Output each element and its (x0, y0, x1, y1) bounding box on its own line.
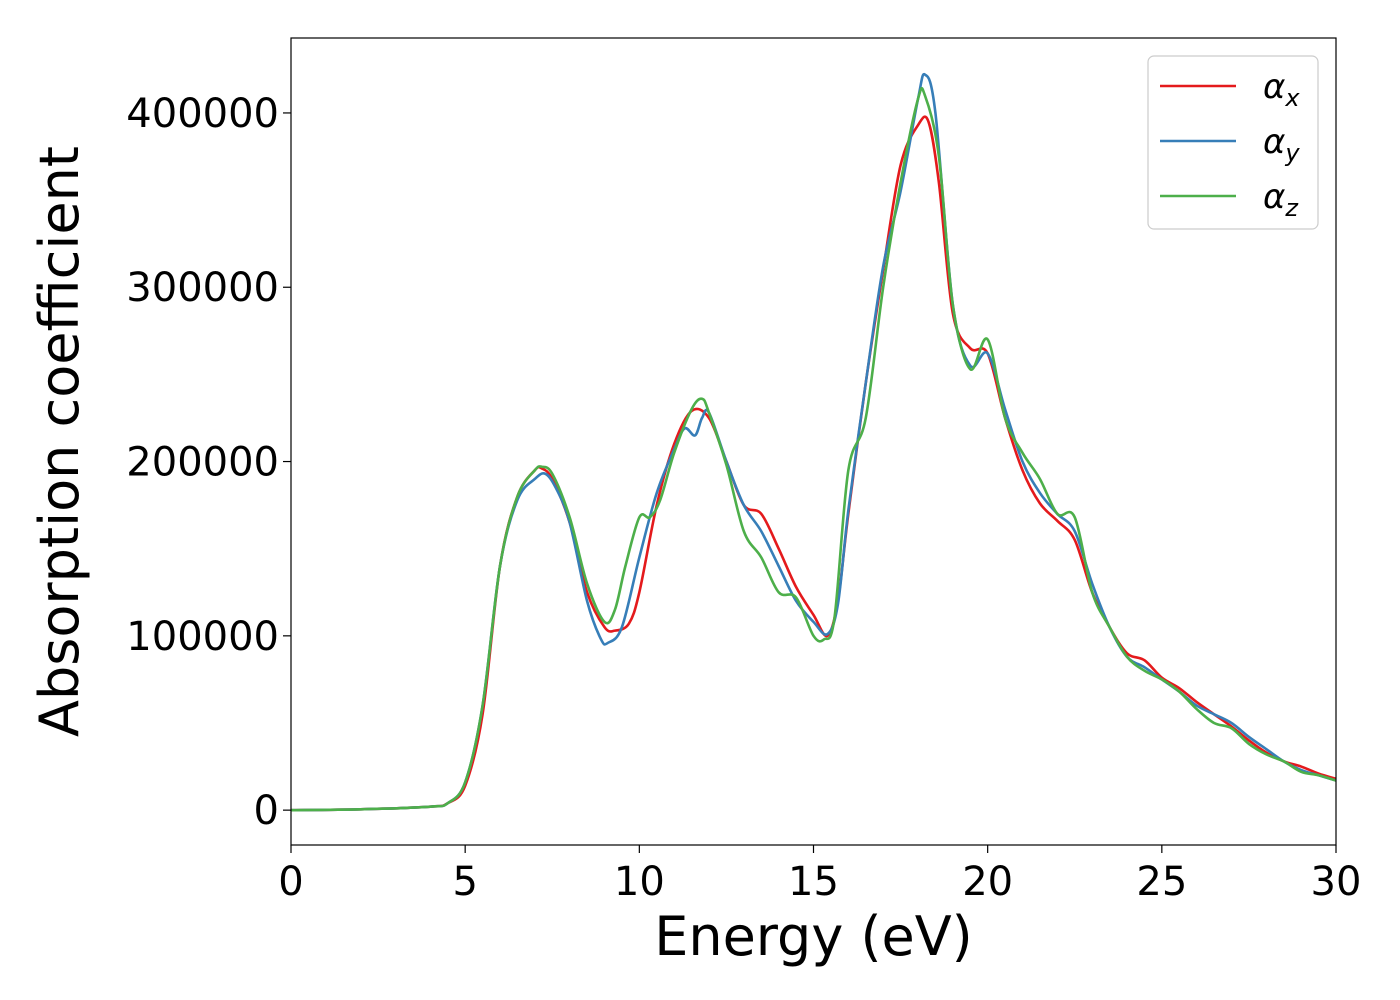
series-layer (291, 72, 1336, 812)
x-tick-label: 10 (614, 859, 665, 905)
x-tick-label: 5 (452, 859, 477, 905)
y-tick-label: 400000 (126, 91, 279, 137)
series-line-y (291, 72, 1336, 812)
legend-label-x: αx (1263, 67, 1300, 112)
y-tick-label: 100000 (126, 614, 279, 660)
legend-label-y: αy (1263, 122, 1300, 167)
y-axis: 0 100000 200000 300000 400000 (126, 91, 291, 834)
x-tick-label: 15 (788, 859, 839, 905)
y-tick-label: 0 (254, 788, 279, 834)
y-tick-label: 200000 (126, 440, 279, 486)
x-tick-label: 0 (278, 859, 303, 905)
x-tick-label: 25 (1136, 859, 1187, 905)
legend-label-z: αz (1263, 177, 1299, 222)
legend: αx αy αz (1147, 55, 1319, 230)
series-line-z (291, 86, 1336, 812)
x-tick-label: 30 (1311, 859, 1362, 905)
x-axis-title: Energy (eV) (654, 905, 973, 968)
y-tick-label: 300000 (126, 265, 279, 311)
x-axis: 0 5 10 15 20 25 30 (278, 845, 1361, 905)
x-tick-label: 20 (962, 859, 1013, 905)
legend-box (1147, 55, 1319, 230)
y-axis-title: Absorption coefficient (28, 146, 91, 737)
